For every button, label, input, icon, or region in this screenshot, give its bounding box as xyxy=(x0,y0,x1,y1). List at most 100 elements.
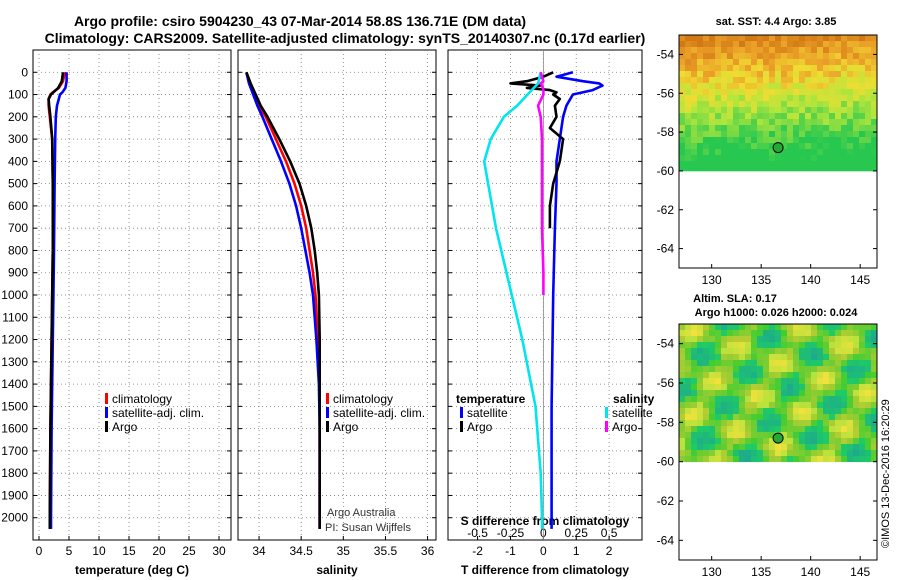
map-cell xyxy=(775,342,782,349)
map-cell xyxy=(703,131,710,138)
map-cell xyxy=(859,396,866,403)
map-cell xyxy=(739,324,746,331)
map-cell xyxy=(709,89,716,96)
map-cell xyxy=(709,324,716,331)
series-line-salinity-argo xyxy=(536,71,545,295)
map-cell xyxy=(829,390,836,397)
map-cell xyxy=(811,137,818,144)
map-field xyxy=(679,324,878,463)
map-cell xyxy=(757,432,764,439)
map-cell xyxy=(841,360,848,367)
map-cell xyxy=(775,456,782,463)
map-cell xyxy=(727,420,734,427)
map-cell xyxy=(727,59,734,66)
map-cell xyxy=(781,137,788,144)
map-cell xyxy=(811,131,818,138)
map-cell xyxy=(703,438,710,445)
map-cell xyxy=(817,65,824,72)
map-cell xyxy=(865,89,872,96)
map-cell xyxy=(817,131,824,138)
map-cell xyxy=(793,438,800,445)
map-cell xyxy=(847,348,854,355)
legend-label: satellite xyxy=(612,406,653,420)
map-cell xyxy=(847,161,854,168)
map-cell xyxy=(739,149,746,156)
map-cell xyxy=(757,348,764,355)
map-cell xyxy=(835,450,842,457)
map-cell xyxy=(697,59,704,66)
map-cell xyxy=(703,426,710,433)
map-cell xyxy=(769,107,776,114)
map-cell xyxy=(745,113,752,120)
map-cell xyxy=(823,89,830,96)
map-cell xyxy=(685,342,692,349)
map-cell xyxy=(799,35,806,42)
map-cell xyxy=(715,426,722,433)
map-cell xyxy=(691,155,698,162)
map-cell xyxy=(817,137,824,144)
x-axis-label: temperature (deg C) xyxy=(75,563,189,577)
map-cell xyxy=(709,438,716,445)
map-cell xyxy=(859,89,866,96)
map-cell xyxy=(679,143,686,150)
map-cell xyxy=(757,324,764,331)
map-cell xyxy=(865,408,872,415)
map-cell xyxy=(799,426,806,433)
map-cell xyxy=(841,402,848,409)
map-cell xyxy=(739,125,746,132)
map-cell xyxy=(691,348,698,355)
map-cell xyxy=(847,41,854,48)
map-cell xyxy=(685,107,692,114)
map-cell xyxy=(781,143,788,150)
map-cell xyxy=(757,420,764,427)
map-cell xyxy=(793,77,800,84)
map-cell xyxy=(787,444,794,451)
map-cell xyxy=(793,426,800,433)
map-cell xyxy=(703,444,710,451)
map-cell xyxy=(685,131,692,138)
map-cell xyxy=(697,432,704,439)
map-cell xyxy=(799,444,806,451)
map-cell xyxy=(775,95,782,102)
map-cell xyxy=(715,378,722,385)
map-cell xyxy=(799,456,806,463)
map-cell xyxy=(835,125,842,132)
map-cell xyxy=(871,53,878,60)
map-cell xyxy=(733,155,740,162)
map-cell xyxy=(715,35,722,42)
map-cell xyxy=(727,107,734,114)
map-cell xyxy=(691,408,698,415)
map-cell xyxy=(859,450,866,457)
map-cell xyxy=(841,336,848,343)
map-cell xyxy=(841,384,848,391)
map-cell xyxy=(859,408,866,415)
map-cell xyxy=(817,107,824,114)
map-cell xyxy=(715,324,722,331)
map-cell xyxy=(829,59,836,66)
map-cell xyxy=(745,444,752,451)
map-cell xyxy=(751,348,758,355)
map-cell xyxy=(775,131,782,138)
map-cell xyxy=(853,438,860,445)
map-cell xyxy=(763,125,770,132)
map-cell xyxy=(781,330,788,337)
map-cell xyxy=(751,77,758,84)
map-cell xyxy=(727,402,734,409)
map-cell xyxy=(703,83,710,90)
map-cell xyxy=(793,420,800,427)
map-cell xyxy=(811,372,818,379)
map-cell xyxy=(841,65,848,72)
map-cell xyxy=(727,360,734,367)
map-cell xyxy=(865,41,872,48)
map-cell xyxy=(745,354,752,361)
map-cell xyxy=(739,408,746,415)
map-cell xyxy=(787,408,794,415)
map-cell xyxy=(679,414,686,421)
map-cell xyxy=(811,161,818,168)
map-cell xyxy=(787,143,794,150)
map-cell xyxy=(871,420,878,427)
map-cell xyxy=(787,161,794,168)
map-cell xyxy=(847,89,854,96)
map-cell xyxy=(805,402,812,409)
map-cell xyxy=(703,107,710,114)
